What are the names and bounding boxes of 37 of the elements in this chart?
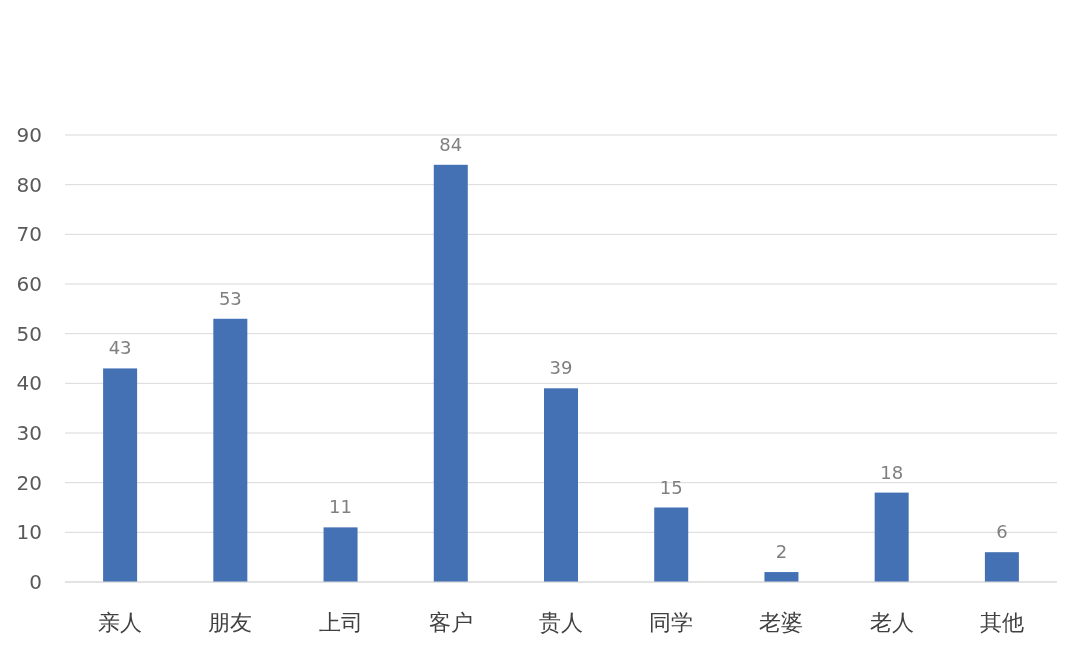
data-label: 11 <box>329 496 353 518</box>
x-tick-label: 朋友 <box>208 610 253 635</box>
bar <box>984 552 1019 582</box>
bar <box>874 492 909 582</box>
bar <box>433 164 468 582</box>
data-label: 15 <box>659 476 683 498</box>
bar <box>213 318 248 582</box>
data-label: 39 <box>549 357 573 379</box>
data-label: 2 <box>775 541 788 563</box>
bar <box>764 572 799 582</box>
y-tick-label: 30 <box>16 421 42 445</box>
y-tick-label: 0 <box>29 570 42 594</box>
data-label: 18 <box>880 461 904 483</box>
x-tick-label: 老婆 <box>759 610 804 635</box>
y-tick-label: 80 <box>16 172 42 197</box>
x-tick-label: 其他 <box>979 610 1024 635</box>
y-tick-label: 20 <box>16 470 42 495</box>
x-tick-label: 同学 <box>649 610 694 635</box>
y-tick-label: 50 <box>16 321 42 346</box>
y-tick-label: 90 <box>16 123 42 147</box>
x-tick-label: 上司 <box>318 610 363 635</box>
y-tick-label: 10 <box>16 520 42 545</box>
bar <box>544 388 578 582</box>
data-label: 6 <box>996 521 1008 543</box>
y-tick-label: 40 <box>16 371 42 396</box>
bar <box>103 368 138 582</box>
data-label: 84 <box>439 133 463 155</box>
y-tick-label: 70 <box>16 222 42 247</box>
data-label: 53 <box>218 287 242 309</box>
y-tick-label: 60 <box>16 272 42 296</box>
x-tick-label: 贵人 <box>539 610 583 635</box>
data-label: 43 <box>108 337 132 359</box>
bar <box>323 527 358 582</box>
x-tick-label: 老人 <box>869 610 914 635</box>
bar <box>654 507 689 582</box>
x-tick-label: 亲人 <box>98 610 143 635</box>
x-tick-label: 客户 <box>428 610 473 635</box>
